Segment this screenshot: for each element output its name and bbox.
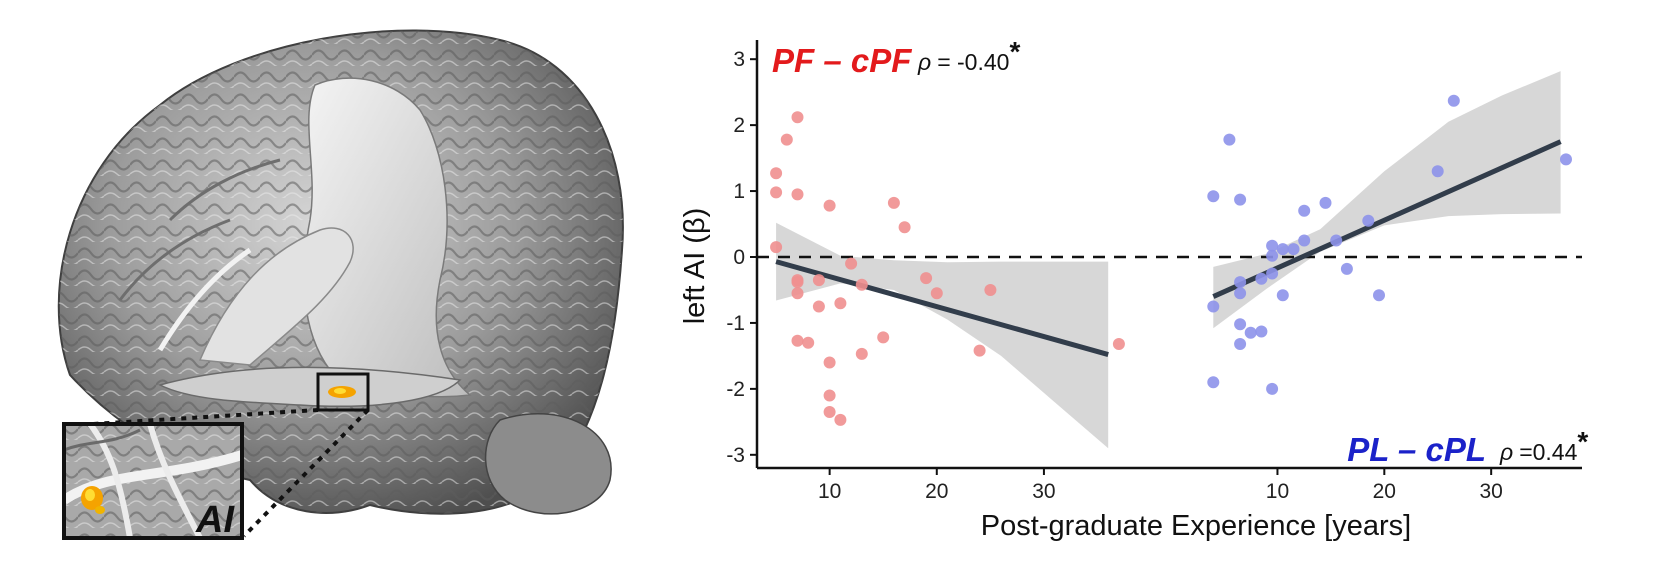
y-tick-label: 3: [733, 48, 745, 71]
regression-line-panel-2: [1212, 139, 1562, 299]
panel-1-rho-symbol: ρ: [917, 49, 931, 75]
confidence-band-panel-1: [776, 222, 1109, 449]
data-point-panel-2: [1319, 196, 1332, 209]
panel-2-significance: *: [1577, 426, 1588, 457]
data-point-panel-1: [823, 406, 836, 418]
y-tick-label: 2: [733, 114, 745, 137]
data-point-panel-2: [1266, 382, 1279, 395]
data-point-panel-2: [1234, 193, 1247, 206]
data-point-panel-1: [791, 287, 804, 300]
data-point-panel-1: [802, 336, 815, 349]
data-point-panel-2: [1244, 326, 1257, 339]
data-point-panel-1: [973, 344, 986, 357]
panel-2-rho: ρ =0.44*: [1499, 426, 1588, 465]
x-tick-label: 10: [818, 480, 841, 503]
y-axis-label: left AI (β): [679, 208, 711, 325]
data-point-panel-2: [1207, 376, 1220, 389]
data-point-panel-2: [1207, 190, 1220, 203]
data-point-panel-1: [780, 133, 793, 146]
panel-1-rho-value: = -0.40: [937, 49, 1009, 75]
data-point-panel-1: [930, 287, 943, 300]
data-point-panel-2: [1223, 133, 1236, 146]
data-point-panel-2: [1234, 276, 1247, 289]
data-point-panel-2: [1207, 300, 1220, 313]
data-point-panel-1: [770, 167, 783, 180]
data-point-panel-1: [920, 272, 933, 285]
panel-1-significance: *: [1009, 36, 1020, 67]
data-point-panel-1: [770, 241, 783, 254]
data-point-panel-2: [1560, 153, 1572, 166]
data-point-panel-1: [812, 274, 825, 287]
data-point-panel-2: [1431, 165, 1444, 178]
data-point-panel-1: [791, 334, 804, 347]
data-point-panel-2: [1266, 239, 1279, 252]
data-point-panel-2: [1276, 243, 1289, 256]
data-point-panel-2: [1362, 214, 1375, 227]
brain-render-icon: AI: [57, 29, 624, 541]
data-point-panel-1: [791, 276, 804, 289]
data-point-panel-2: [1340, 262, 1353, 275]
data-point-panel-2: [1330, 234, 1343, 247]
y-tick-label: -1: [726, 312, 745, 335]
regression-line-panel-1: [775, 259, 1109, 357]
data-point-panel-2: [1234, 338, 1247, 350]
data-point-panel-2: [1287, 243, 1300, 256]
x-tick-label: 20: [925, 480, 948, 503]
data-point-panel-2: [1298, 234, 1311, 247]
data-point-panel-1: [823, 389, 836, 402]
data-point-panel-1: [845, 257, 858, 270]
data-point-panel-2: [1234, 287, 1247, 300]
panel-2-rho-symbol: ρ: [1499, 439, 1513, 465]
data-point-panel-1: [812, 300, 825, 313]
confidence-band-panel-2: [1213, 71, 1561, 329]
data-point-panel-1: [834, 413, 847, 426]
scatter-chart: -3 -2 -1 0 1 2 3 10 20 30 10 20 30 left AI (β) Post…: [679, 36, 1588, 542]
y-tick-label: -3: [726, 444, 745, 467]
data-point-panel-1: [791, 188, 804, 201]
x-tick-label: 30: [1032, 480, 1055, 503]
data-point-panel-2: [1276, 289, 1289, 302]
y-tick-label: 1: [733, 180, 745, 203]
y-tick-label: -2: [726, 378, 745, 401]
data-point-panel-1: [823, 356, 836, 369]
data-point-panel-1: [770, 186, 783, 199]
panel-1-rho: ρ = -0.40*: [917, 36, 1020, 75]
x-tick-label: 20: [1373, 480, 1396, 503]
data-point-panel-1: [1112, 338, 1125, 350]
y-tick-label: 0: [733, 246, 745, 269]
data-point-panel-2: [1266, 249, 1279, 262]
data-point-panel-2: [1234, 318, 1247, 331]
x-axis-label: Post-graduate Experience [years]: [981, 510, 1411, 542]
x-tick-label: 30: [1479, 480, 1502, 503]
data-point-panel-1: [855, 347, 868, 360]
data-point-panel-1: [791, 111, 804, 124]
data-point-panel-1: [984, 284, 997, 296]
data-point-panel-1: [887, 196, 900, 209]
data-point-panel-1: [877, 331, 890, 344]
panel-1-group-label: PF – cPF: [772, 42, 912, 79]
data-point-panel-1: [898, 221, 911, 234]
data-point-panel-1: [823, 199, 836, 212]
data-point-panel-2: [1298, 204, 1311, 217]
data-point-panel-2: [1266, 267, 1279, 280]
data-point-panel-1: [834, 297, 847, 310]
data-point-panel-1: [855, 278, 868, 291]
data-point-panel-2: [1255, 272, 1268, 285]
panel-2-rho-value: =0.44: [1519, 439, 1577, 465]
inset-label: AI: [195, 499, 235, 541]
panel-2-group-label: PL – cPL: [1347, 431, 1486, 468]
data-point-panel-2: [1447, 94, 1460, 107]
data-point-panel-2: [1255, 325, 1268, 338]
x-tick-label: 10: [1266, 480, 1289, 503]
data-point-panel-2: [1373, 289, 1385, 302]
